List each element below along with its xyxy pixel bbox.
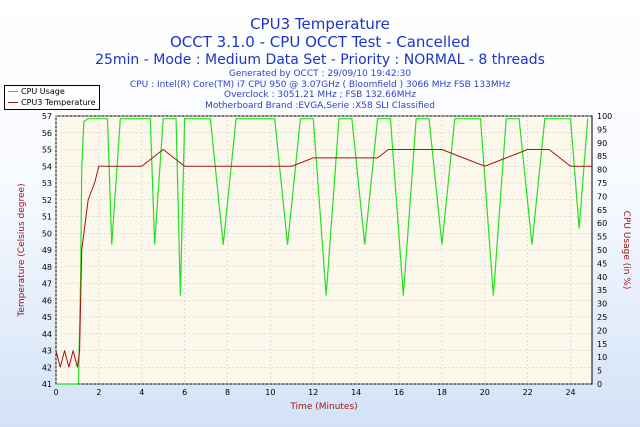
- legend-item-temperature: CPU3 Temperature: [5, 97, 99, 108]
- y2-tick-label: 80: [597, 166, 607, 175]
- y-tick-label: 56: [42, 129, 52, 138]
- series-line-cpu-usage: [56, 118, 589, 385]
- legend-label-temperature: CPU3 Temperature: [21, 98, 96, 107]
- y2-tick-label: 0: [597, 380, 602, 389]
- x-tick-label: 20: [480, 388, 490, 397]
- info-generated: Generated by OCCT : 29/09/10 19:42:30: [228, 69, 412, 79]
- y2-tick-label: 35: [597, 286, 607, 295]
- y-tick-label: 42: [42, 363, 52, 372]
- y2-tick-label: 100: [597, 112, 612, 121]
- y2-tick-label: 70: [597, 192, 607, 201]
- legend-swatch-temperature: [8, 102, 18, 103]
- y-tick-label: 44: [42, 330, 52, 339]
- y2-tick-label: 50: [597, 246, 607, 255]
- info-cpu: CPU : Intel(R) Core(TM) i7 CPU 950 @ 3.0…: [129, 79, 511, 90]
- y2-tick-label: 45: [597, 259, 607, 268]
- y-tick-label: 48: [42, 263, 52, 272]
- x-tick-label: 22: [523, 388, 533, 397]
- y-tick-label: 45: [42, 313, 52, 322]
- y-tick-label: 57: [42, 112, 52, 121]
- x-tick-label: 16: [394, 388, 404, 397]
- info-overclock: Overclock : 3051.21 MHz ; FSB 132.66MHz: [224, 90, 416, 100]
- x-tick-label: 2: [96, 388, 101, 397]
- x-tick-label: 0: [53, 388, 58, 397]
- legend: CPU Usage CPU3 Temperature: [4, 85, 100, 110]
- y2-tick-label: 90: [597, 139, 607, 148]
- y-tick-label: 54: [42, 162, 52, 171]
- chart-subtitle-test: OCCT 3.1.0 - CPU OCCT Test - Cancelled: [170, 33, 470, 51]
- x-tick-label: 12: [308, 388, 318, 397]
- legend-item-cpu-usage: CPU Usage: [5, 86, 99, 97]
- y-tick-label: 47: [42, 280, 52, 289]
- y-tick-label: 49: [42, 246, 52, 255]
- legend-label-cpu-usage: CPU Usage: [21, 87, 65, 96]
- x-tick-label: 10: [265, 388, 275, 397]
- y2-tick-label: 20: [597, 326, 607, 335]
- y2-tick-label: 10: [597, 353, 607, 362]
- legend-swatch-cpu-usage: [8, 91, 18, 92]
- y2-tick-label: 60: [597, 219, 607, 228]
- y2-tick-label: 65: [597, 206, 607, 215]
- x-tick-label: 6: [182, 388, 187, 397]
- y2-tick-label: 40: [597, 273, 607, 282]
- x-tick-label: 24: [565, 388, 575, 397]
- y-tick-label: 53: [42, 179, 52, 188]
- y2-tick-label: 15: [597, 340, 607, 349]
- y2-tick-label: 85: [597, 152, 607, 161]
- y-tick-label: 41: [42, 380, 52, 389]
- y2-tick-label: 5: [597, 367, 602, 376]
- y2-tick-label: 25: [597, 313, 607, 322]
- x-tick-label: 8: [225, 388, 230, 397]
- y2-tick-label: 55: [597, 233, 607, 242]
- chart-title: CPU3 Temperature: [250, 15, 390, 33]
- y-tick-label: 55: [42, 146, 52, 155]
- y-tick-label: 52: [42, 196, 52, 205]
- y-tick-label: 50: [42, 229, 52, 238]
- x-tick-label: 4: [139, 388, 144, 397]
- y-tick-label: 51: [42, 213, 52, 222]
- y-tick-label: 43: [42, 347, 52, 356]
- x-tick-label: 14: [351, 388, 361, 397]
- chart-subtitle-mode: 25min - Mode : Medium Data Set - Priorit…: [95, 52, 545, 68]
- y-axis-title: Temperature (Celsius degree): [17, 183, 27, 317]
- info-motherboard: Motherboard Brand :EVGA,Serie :X58 SLI C…: [205, 100, 435, 111]
- series-line-temperature: [55, 148, 592, 368]
- y2-axis-title: CPU Usage (in %): [621, 211, 631, 290]
- x-axis-title: Time (Minutes): [289, 402, 357, 412]
- y2-tick-label: 95: [597, 125, 607, 134]
- y2-tick-label: 30: [597, 300, 607, 309]
- y2-tick-label: 75: [597, 179, 607, 188]
- x-tick-label: 18: [437, 388, 447, 397]
- y-tick-label: 46: [42, 296, 52, 305]
